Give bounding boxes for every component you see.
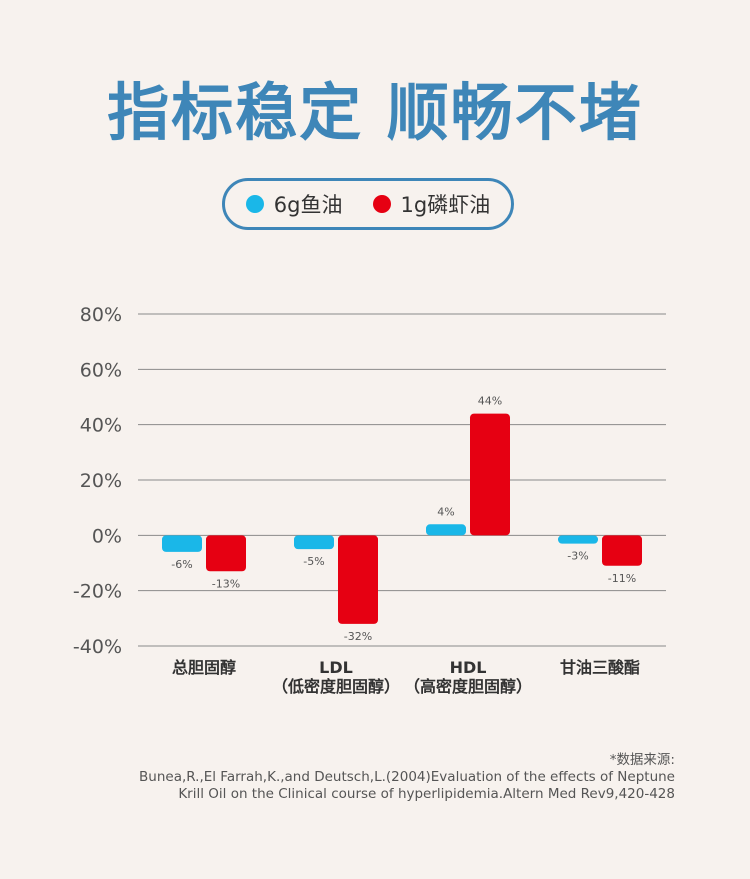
legend-swatch-fish-oil bbox=[245, 195, 264, 213]
bar bbox=[294, 535, 334, 550]
y-tick-label: -20% bbox=[73, 581, 122, 603]
page-title: 指标稳定 顺畅不堵 bbox=[107, 76, 643, 149]
data-label: 4% bbox=[437, 505, 454, 518]
bar bbox=[426, 524, 466, 536]
category-label: HDL bbox=[450, 658, 487, 677]
bar bbox=[338, 535, 378, 624]
y-tick-label: 80% bbox=[80, 304, 122, 326]
y-tick-label: 40% bbox=[80, 415, 122, 437]
data-label: -5% bbox=[303, 555, 324, 568]
source-line-2: Krill Oil on the Clinical course of hype… bbox=[178, 786, 675, 802]
category-label: 甘油三酸酯 bbox=[560, 658, 640, 677]
source-note: *数据来源: Bunea,R.,El Farrah,K.,and Deutsch… bbox=[139, 752, 675, 803]
y-tick-label: -40% bbox=[73, 636, 122, 658]
category-label: 总胆固醇 bbox=[172, 658, 236, 677]
category-label: LDL bbox=[319, 658, 353, 677]
data-label: -32% bbox=[344, 630, 372, 643]
legend: 6g鱼油 1g磷虾油 bbox=[222, 178, 514, 230]
data-label: 44% bbox=[478, 395, 502, 408]
legend-label-fish-oil: 6g鱼油 bbox=[273, 193, 343, 217]
legend-item-fish-oil: 6g鱼油 bbox=[245, 189, 343, 219]
y-tick-label: 20% bbox=[80, 470, 122, 492]
data-label: -13% bbox=[212, 577, 240, 590]
source-line-1: Bunea,R.,El Farrah,K.,and Deutsch,L.(200… bbox=[139, 769, 675, 785]
source-heading: *数据来源: bbox=[609, 752, 675, 768]
bar bbox=[602, 535, 642, 566]
y-tick-label: 60% bbox=[80, 359, 122, 381]
bar bbox=[206, 535, 246, 572]
category-sublabel: （高密度胆固醇） bbox=[404, 677, 532, 696]
legend-item-krill-oil: 1g磷虾油 bbox=[372, 189, 491, 219]
bar bbox=[470, 413, 510, 536]
data-label: -3% bbox=[567, 550, 588, 563]
data-label: -6% bbox=[171, 558, 192, 571]
y-tick-label: 0% bbox=[92, 525, 122, 547]
data-label: -11% bbox=[608, 572, 636, 585]
bar bbox=[558, 535, 598, 544]
legend-swatch-krill-oil bbox=[372, 195, 391, 213]
category-sublabel: （低密度胆固醇） bbox=[272, 677, 400, 696]
legend-label-krill-oil: 1g磷虾油 bbox=[400, 193, 491, 217]
bar bbox=[162, 535, 202, 552]
